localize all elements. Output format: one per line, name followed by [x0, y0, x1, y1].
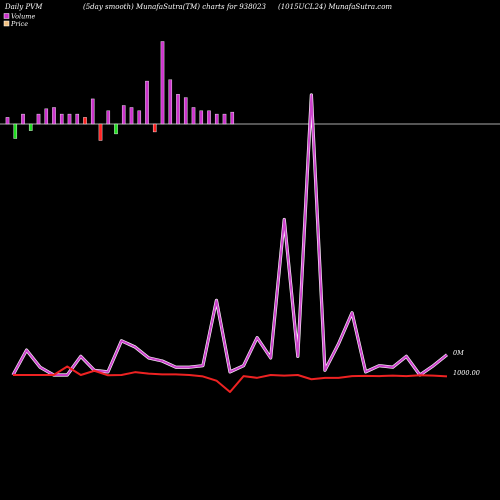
volume-bar	[52, 107, 56, 125]
header-center-title: (5day smooth) MunafaSutra(TM) charts for…	[83, 3, 266, 11]
volume-bar	[191, 107, 196, 125]
volume-bar	[36, 113, 41, 125]
volume-bar	[114, 123, 118, 135]
volume-bar	[28, 123, 33, 131]
legend-volume-label: Volume	[11, 13, 35, 21]
volume-bar	[59, 113, 64, 125]
volume-bar	[129, 107, 134, 125]
legend-price-label: Price	[10, 20, 28, 28]
volume-bar	[67, 113, 72, 125]
lines-layer	[11, 93, 449, 393]
legend: Volume Price	[3, 13, 35, 28]
volume-bar	[44, 108, 49, 125]
volume-bar	[160, 41, 165, 125]
volume-bar	[21, 113, 25, 125]
price-line	[13, 365, 448, 393]
volume-bar	[176, 94, 180, 125]
volume-bar	[106, 110, 111, 125]
volume-bar	[183, 97, 188, 125]
header-right-title: (1015UCL24) MunafaSutra.com	[278, 3, 392, 11]
legend-price-swatch	[3, 20, 10, 27]
volume-bar	[214, 113, 219, 125]
header-left-title: Daily PVM	[4, 3, 43, 11]
volume-bar	[230, 111, 235, 125]
volume-bar	[145, 80, 149, 125]
volume-bar	[13, 123, 18, 139]
volume-bar	[90, 98, 95, 125]
volume-axis-label: 0M	[453, 349, 464, 357]
volume-bar	[98, 123, 103, 141]
volume-bar	[75, 113, 80, 125]
volume-bar	[137, 110, 142, 125]
volume-bar	[5, 117, 10, 125]
volume-bar	[152, 123, 157, 133]
volume-bar	[83, 117, 87, 125]
volume-bar	[199, 110, 204, 125]
volume-bar	[168, 79, 173, 125]
legend-volume-swatch	[3, 13, 10, 19]
volume-bar	[207, 110, 211, 125]
volume-line	[12, 94, 448, 376]
price-axis-label: 1000.00	[453, 369, 480, 377]
volume-bar	[222, 113, 227, 125]
volume-bar	[121, 105, 126, 125]
volume-bars	[5, 41, 235, 141]
